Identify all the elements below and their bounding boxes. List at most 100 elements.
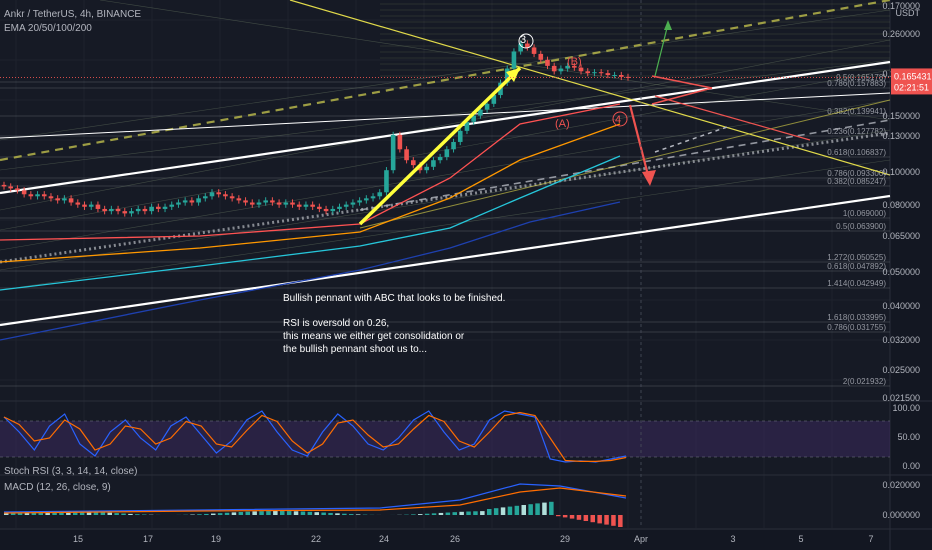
candle-body [545, 59, 550, 66]
candle-body [28, 194, 34, 197]
candle-body [451, 141, 456, 150]
price-tick: 0.021500 [882, 393, 920, 403]
note-line-2: RSI is oversold on 0.26, [283, 318, 390, 329]
macd-bar [286, 511, 292, 515]
macd-bar [466, 511, 471, 515]
macd-bar [204, 513, 209, 515]
wave-b-label: (B) [567, 56, 582, 68]
fib-label: 1.272(0.050525) [827, 253, 886, 262]
macd-bar [100, 512, 106, 515]
ema-line [0, 123, 621, 263]
ema-indicator-label[interactable]: EMA 20/50/100/200 [4, 23, 92, 34]
macd-bar [418, 514, 423, 515]
macd-bar [411, 514, 416, 515]
candle-body [189, 200, 195, 203]
candle-body [437, 157, 443, 161]
red-arrow-right-back [651, 87, 713, 105]
macd-bar [562, 515, 568, 518]
red-arrowhead [642, 170, 656, 186]
macd-bar [4, 513, 9, 515]
macd-bar [307, 511, 313, 515]
ema-line [0, 201, 621, 341]
macd-bar [252, 511, 257, 515]
macd-bar [618, 515, 623, 527]
macd-bar [569, 515, 575, 519]
candle-body [290, 202, 295, 205]
lower-channel-line [0, 194, 891, 327]
candle-body [48, 196, 54, 199]
macd-bar [273, 511, 278, 515]
candle-body [296, 204, 302, 207]
note-line-4: the bullish pennant shoot us to... [283, 344, 427, 355]
x-tick: 19 [211, 534, 221, 544]
macd-label[interactable]: MACD (12, 26, close, 9) [4, 482, 111, 493]
candle-body [397, 134, 403, 150]
channel-line [0, 99, 891, 251]
candle-body [478, 109, 483, 116]
macd-bar [535, 503, 540, 515]
macd-bar [17, 512, 23, 515]
note-line-3: this means we either get consolidation o… [283, 331, 465, 342]
candle-body [484, 103, 490, 110]
candle-body [8, 186, 14, 189]
candle-body [115, 208, 121, 212]
fib-label: 0.618(0.047892) [827, 262, 886, 271]
candle-body [169, 204, 175, 207]
fib-label: 0.382(0.139941) [827, 107, 886, 116]
pennant-upper [289, 0, 891, 176]
price-tick: 0.100000 [882, 167, 920, 177]
x-tick: 17 [143, 534, 153, 544]
signal-line [3, 487, 627, 514]
candle-body [337, 206, 342, 209]
macd-bar [238, 512, 244, 515]
macd-bar [514, 505, 520, 515]
macd-bar [576, 515, 582, 520]
stoch-rsi-label[interactable]: Stoch RSI (3, 3, 14, 14, close) [4, 466, 138, 477]
macd-bar [459, 511, 464, 515]
candle-body [330, 208, 336, 212]
macd-bar [556, 515, 561, 517]
macd-bar [507, 506, 513, 515]
macd-bar [452, 512, 457, 515]
macd-bar [93, 511, 99, 515]
symbol-title[interactable]: Ankr / TetherUS, 4h, BINANCE [4, 9, 142, 20]
candle-body [149, 206, 154, 212]
price-tick: 0.130000 [882, 131, 920, 141]
red-projection-arrow [628, 104, 652, 184]
candle-body [1, 184, 7, 187]
dashed-target-line [654, 125, 731, 153]
wave-4-circle [612, 111, 628, 127]
macd-bar [107, 512, 112, 515]
upper-channel-line [0, 60, 891, 195]
stoch-tick: 100.00 [892, 403, 920, 413]
macd-bar [245, 511, 250, 515]
macd-bar [542, 502, 547, 515]
dashed-trendline [359, 119, 891, 211]
candle-body [585, 71, 591, 74]
macd-bar [66, 511, 71, 515]
wave-a-label: (A) [555, 118, 570, 130]
candle-body [41, 194, 47, 197]
candle-body [62, 198, 67, 201]
macd-bar [528, 504, 533, 515]
x-tick: 26 [450, 534, 460, 544]
stoch-tick: 50.00 [897, 432, 920, 442]
candle-body [202, 196, 208, 199]
macd-bar [583, 515, 589, 521]
wave-3-label: 3 [520, 34, 527, 46]
candle-body [538, 53, 544, 60]
candle-body [410, 160, 416, 166]
candle-body [457, 130, 463, 142]
price-tick: 0.050000 [882, 267, 920, 277]
fib-label: 0.236(0.127782) [827, 127, 886, 136]
macd-bar [590, 515, 595, 523]
macd-bar [431, 513, 437, 515]
macd-bar [321, 512, 326, 515]
fib-label: 0.382(0.085247) [827, 177, 886, 186]
fib-label: 1(0.069000) [843, 209, 886, 218]
candle-body [364, 198, 369, 201]
current-price-tag [891, 68, 932, 95]
x-tick: 22 [311, 534, 321, 544]
macd-bar [24, 511, 30, 515]
